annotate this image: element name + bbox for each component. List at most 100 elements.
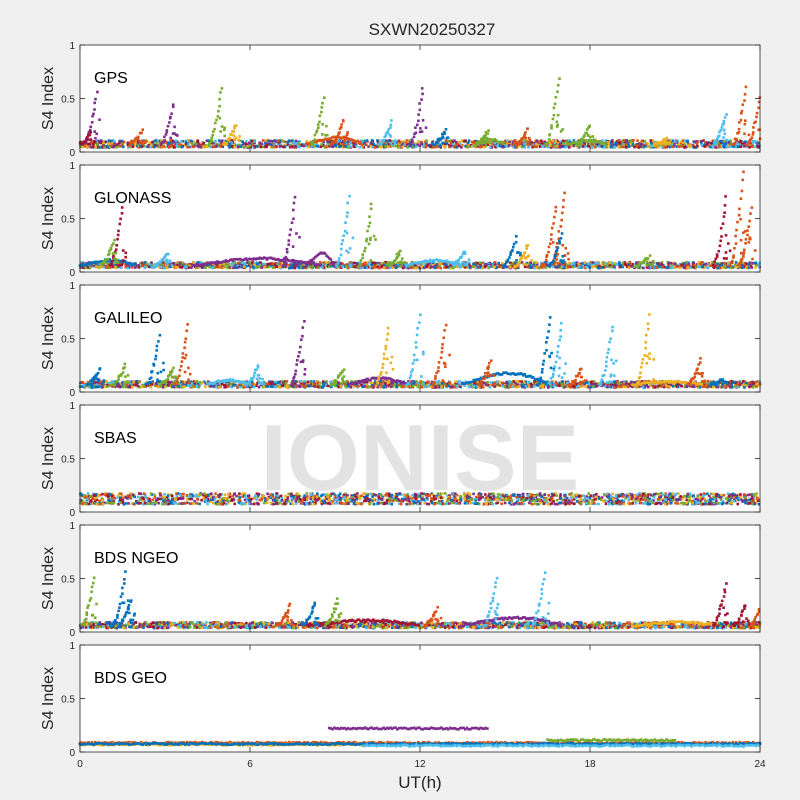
data-point	[699, 262, 702, 265]
data-point	[205, 139, 209, 143]
data-point	[95, 139, 99, 143]
data-point	[556, 83, 560, 87]
data-point	[713, 264, 716, 268]
data-point	[363, 262, 367, 265]
data-point	[556, 90, 559, 93]
data-point	[601, 139, 604, 142]
data-point	[325, 124, 328, 128]
data-point	[740, 109, 744, 113]
data-point	[571, 262, 575, 265]
data-point	[589, 140, 593, 143]
data-point	[668, 261, 671, 265]
data-point	[110, 259, 114, 263]
data-point	[412, 135, 416, 139]
data-point	[457, 258, 461, 262]
data-point	[352, 143, 355, 147]
data-point	[115, 258, 118, 261]
data-point	[212, 145, 216, 149]
data-point	[740, 189, 744, 193]
data-point	[418, 141, 422, 144]
data-point	[552, 259, 555, 263]
data-point	[109, 246, 113, 250]
data-point	[100, 139, 103, 142]
data-point	[401, 257, 404, 260]
data-point	[551, 139, 555, 143]
data-point	[754, 266, 757, 269]
data-point	[581, 138, 585, 141]
data-point	[245, 140, 248, 143]
data-point	[363, 266, 367, 269]
data-point	[587, 142, 590, 146]
data-point	[294, 145, 297, 148]
data-point	[332, 143, 336, 147]
data-point	[611, 261, 614, 265]
data-point	[355, 144, 358, 148]
data-point	[557, 230, 561, 233]
data-point	[441, 136, 445, 140]
data-point	[729, 142, 733, 145]
data-point	[192, 261, 195, 264]
data-point	[117, 141, 121, 145]
data-point	[390, 140, 393, 143]
data-point	[265, 145, 269, 148]
data-point	[369, 144, 373, 148]
data-point	[228, 140, 232, 144]
data-point	[505, 139, 509, 142]
data-point	[164, 133, 168, 136]
data-point	[649, 139, 653, 142]
data-point	[213, 143, 216, 147]
data-point	[750, 136, 754, 139]
data-point	[719, 239, 722, 243]
data-point	[170, 145, 174, 148]
data-point	[251, 143, 254, 146]
data-point	[141, 128, 144, 131]
data-point	[163, 135, 166, 139]
data-point	[463, 263, 466, 267]
data-point	[553, 141, 557, 145]
data-point	[424, 145, 428, 149]
data-point	[186, 145, 189, 149]
data-point	[269, 139, 273, 143]
data-point	[537, 144, 540, 147]
data-point	[735, 139, 738, 143]
data-point	[300, 144, 303, 147]
data-point	[460, 146, 463, 149]
data-point	[342, 234, 345, 237]
data-point	[643, 139, 646, 143]
data-point	[169, 139, 172, 143]
data-point	[749, 212, 752, 215]
data-point	[559, 140, 562, 143]
data-point	[597, 262, 600, 265]
data-point	[722, 119, 726, 123]
data-point	[455, 141, 458, 144]
data-point	[554, 140, 557, 143]
data-point	[650, 144, 654, 148]
data-point	[226, 263, 230, 267]
data-point	[718, 244, 722, 248]
data-point	[364, 246, 367, 250]
data-point	[313, 143, 317, 146]
data-point	[169, 136, 172, 140]
data-point	[379, 142, 383, 146]
data-point	[291, 245, 295, 248]
data-point	[120, 212, 124, 215]
data-point	[372, 266, 375, 270]
data-point	[625, 139, 628, 142]
data-point	[555, 242, 559, 245]
data-point	[98, 266, 102, 269]
data-point	[753, 261, 757, 265]
data-point	[547, 138, 551, 141]
data-point	[359, 262, 363, 266]
data-point	[709, 141, 713, 145]
data-point	[374, 238, 377, 241]
data-point	[718, 145, 721, 148]
data-point	[495, 142, 498, 146]
data-point	[704, 145, 707, 148]
data-point	[347, 251, 350, 254]
data-point	[739, 197, 743, 200]
data-point	[251, 265, 255, 269]
data-point	[552, 106, 556, 110]
data-point	[232, 266, 235, 270]
data-point	[617, 143, 621, 146]
